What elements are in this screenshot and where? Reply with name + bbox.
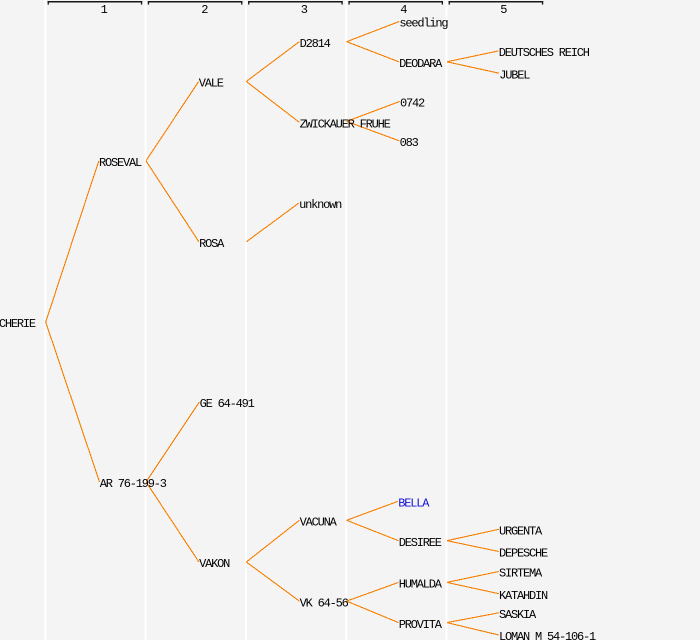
svg-text:VALE: VALE bbox=[199, 77, 224, 91]
svg-text:LOMAN M 54-106-1: LOMAN M 54-106-1 bbox=[499, 630, 596, 640]
svg-text:KATAHDIN: KATAHDIN bbox=[499, 589, 548, 603]
svg-text:GE 64-491: GE 64-491 bbox=[200, 397, 255, 411]
svg-text:HUMALDA: HUMALDA bbox=[399, 578, 443, 592]
svg-text:SIRTEMA: SIRTEMA bbox=[499, 567, 543, 581]
svg-text:BELLA: BELLA bbox=[398, 497, 430, 511]
svg-text:PROVITA: PROVITA bbox=[399, 618, 443, 632]
svg-text:DESIREE: DESIREE bbox=[399, 536, 442, 550]
svg-text:DEPESCHE: DEPESCHE bbox=[499, 547, 548, 561]
svg-text:ROSA: ROSA bbox=[199, 237, 225, 251]
svg-text:VACUNA: VACUNA bbox=[300, 516, 338, 530]
svg-text:SASKIA: SASKIA bbox=[499, 608, 537, 622]
svg-text:VK 64-56: VK 64-56 bbox=[300, 596, 349, 610]
svg-text:ZWICKAUER FRUHE: ZWICKAUER FRUHE bbox=[300, 118, 391, 132]
svg-text:D2814: D2814 bbox=[300, 37, 331, 51]
svg-text:2: 2 bbox=[201, 3, 208, 17]
svg-text:4: 4 bbox=[400, 3, 407, 17]
svg-text:AR 76-199-3: AR 76-199-3 bbox=[100, 477, 167, 491]
svg-text:seedling: seedling bbox=[399, 17, 448, 31]
svg-text:083: 083 bbox=[400, 136, 419, 150]
svg-text:DEUTSCHES REICH: DEUTSCHES REICH bbox=[499, 46, 590, 60]
svg-text:DEODARA: DEODARA bbox=[399, 57, 443, 71]
svg-text:unknown: unknown bbox=[299, 198, 342, 212]
svg-text:JUBEL: JUBEL bbox=[499, 68, 530, 82]
svg-text:5: 5 bbox=[500, 3, 507, 17]
svg-text:CHERIE: CHERIE bbox=[0, 317, 36, 331]
svg-text:VAKON: VAKON bbox=[199, 557, 230, 571]
svg-text:1: 1 bbox=[101, 3, 108, 17]
svg-text:ROSEVAL: ROSEVAL bbox=[99, 156, 142, 170]
svg-text:3: 3 bbox=[301, 3, 308, 17]
svg-text:URGENTA: URGENTA bbox=[499, 525, 543, 539]
svg-text:0742: 0742 bbox=[400, 97, 425, 111]
